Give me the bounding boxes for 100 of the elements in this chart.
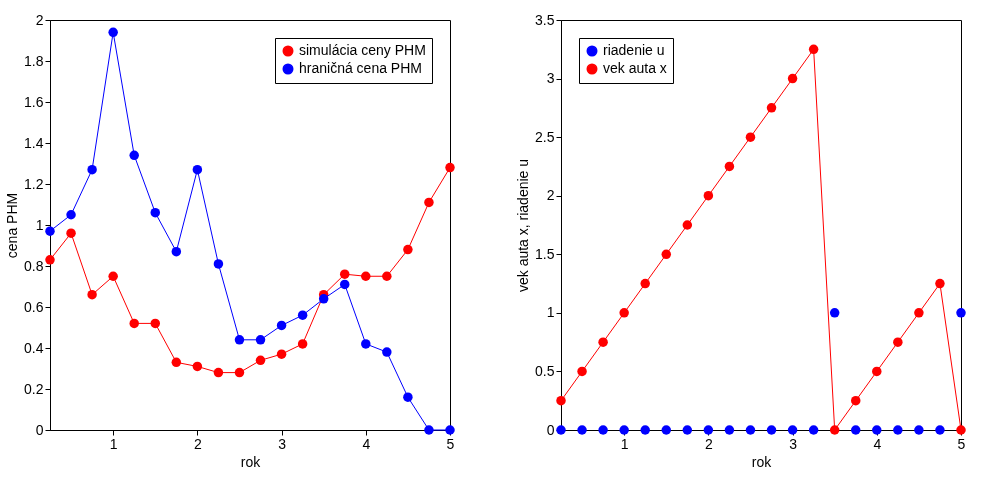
point (766, 103, 777, 113)
y-tick-label: 0 (35, 421, 44, 438)
point (382, 271, 392, 281)
x-tick-label: 2 (193, 435, 202, 452)
point (150, 207, 161, 218)
point (445, 425, 455, 435)
y-tick-label: 1.2 (24, 175, 44, 192)
point (556, 425, 566, 435)
x-tick-label: 4 (873, 435, 882, 452)
point (192, 361, 203, 372)
x-tick-label: 1 (620, 435, 629, 452)
point (808, 44, 819, 55)
y-tick-label: 2.5 (535, 128, 555, 145)
point (682, 425, 693, 435)
point (724, 425, 735, 435)
point (45, 226, 55, 236)
point (956, 308, 966, 318)
y-tick-label: 2 (35, 11, 44, 28)
y-tick-label: 0.2 (24, 380, 44, 397)
point (87, 164, 97, 175)
point (213, 259, 224, 269)
point (66, 228, 76, 238)
point (556, 395, 566, 406)
point (640, 425, 650, 435)
y-tick-label: 0.8 (24, 257, 44, 274)
point (66, 210, 76, 220)
point (935, 425, 945, 435)
x-tick-label: 5 (957, 435, 966, 452)
point (766, 425, 777, 435)
point (829, 425, 840, 435)
x-tick-label: 4 (362, 435, 371, 452)
y-tick-label: 1.5 (535, 245, 555, 262)
x-tick-label: 1 (109, 435, 118, 452)
point (640, 278, 650, 289)
point (213, 367, 224, 378)
point (361, 271, 371, 281)
point (619, 308, 629, 318)
point (914, 308, 924, 318)
point (297, 339, 308, 349)
point (872, 366, 882, 377)
y-tick-label: 1.4 (24, 134, 44, 151)
point (403, 244, 413, 255)
point (171, 246, 182, 257)
point (914, 425, 924, 435)
point (171, 357, 182, 368)
point (829, 308, 840, 318)
point (661, 249, 672, 260)
point (724, 161, 735, 172)
point (108, 271, 118, 281)
point (598, 425, 608, 435)
y-tick-label: 1 (546, 304, 555, 321)
point (403, 392, 413, 402)
point (850, 395, 861, 406)
y-tick-label: 1.6 (24, 93, 44, 110)
point (682, 220, 693, 230)
point (703, 425, 714, 435)
y-tick-label: 0.4 (24, 339, 44, 356)
point (893, 337, 903, 347)
point (382, 347, 392, 357)
point (598, 337, 608, 347)
point (808, 425, 819, 435)
point (234, 335, 245, 345)
point (192, 164, 203, 175)
point (745, 425, 756, 435)
point (935, 278, 945, 289)
point (87, 289, 97, 300)
point (787, 425, 798, 435)
legend-label: riadenie u (603, 42, 665, 58)
y-tick-label: 0 (546, 421, 555, 438)
point (255, 355, 266, 366)
point (424, 425, 434, 435)
y-tick-label: 0.6 (24, 298, 44, 315)
point (45, 255, 55, 265)
point (150, 318, 161, 329)
point (297, 310, 308, 320)
point (424, 197, 434, 208)
x-tick-label: 3 (789, 435, 798, 452)
point (108, 27, 118, 38)
point (339, 279, 350, 290)
y-tick-label: 3 (546, 70, 555, 87)
y-tick-label: 2 (546, 187, 555, 204)
point (745, 132, 756, 142)
point (276, 349, 287, 359)
point (872, 425, 882, 435)
y-tick-label: 0.5 (535, 362, 555, 379)
x-tick-label: 3 (278, 435, 287, 452)
point (339, 269, 350, 279)
point (129, 318, 139, 329)
y-axis-title: cena PHM (4, 192, 21, 259)
x-axis-title: rok (751, 453, 773, 470)
legend-label: vek auta x (603, 60, 667, 76)
point (956, 425, 966, 435)
point (445, 162, 455, 173)
x-tick-label: 5 (446, 435, 455, 452)
point (129, 150, 139, 161)
point (893, 425, 903, 435)
y-tick-label: 3.5 (535, 11, 555, 28)
point (234, 367, 245, 378)
point (276, 320, 287, 331)
x-tick-label: 2 (704, 435, 713, 452)
